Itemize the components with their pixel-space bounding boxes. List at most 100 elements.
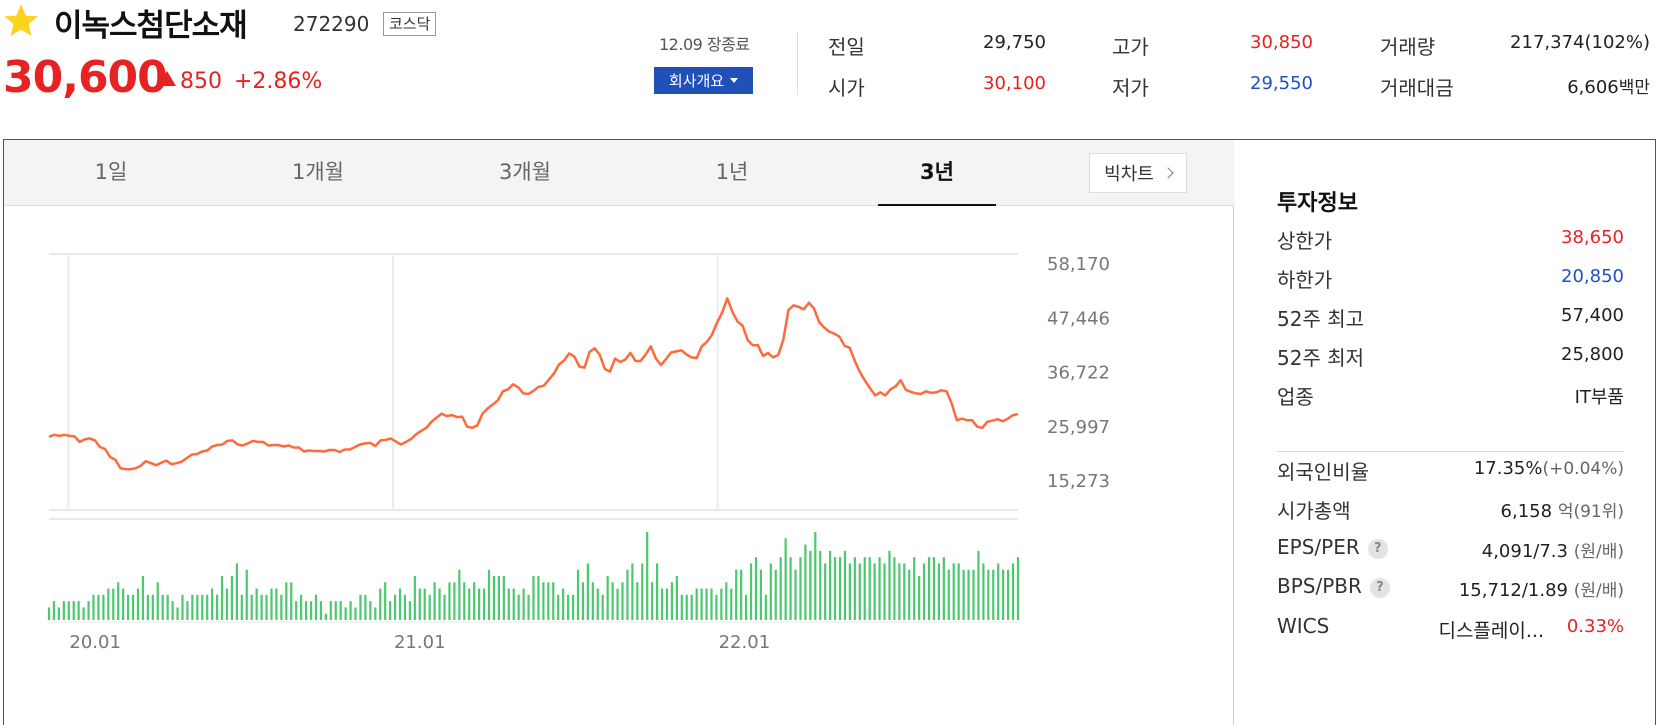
volume-bar [478, 588, 481, 620]
low52-label: 52주 최저 [1277, 346, 1365, 370]
tab-1y[interactable]: 1년 [715, 160, 749, 184]
volume-bar [220, 576, 224, 620]
y-tick-label: 58,170 [1047, 254, 1110, 275]
volume-bar [87, 601, 90, 620]
volume-bar [413, 576, 416, 620]
volume-bar [171, 601, 174, 620]
volume-bar [918, 576, 921, 620]
y-tick-label: 36,722 [1047, 363, 1110, 384]
volume-bar [364, 594, 367, 620]
volume-bar [384, 582, 387, 620]
tab-1d[interactable]: 1일 [94, 160, 128, 184]
volume-bar [522, 588, 525, 620]
volume-bar [136, 588, 140, 620]
volume-bar [126, 594, 130, 620]
volume-bar [329, 601, 332, 620]
volume-bar [888, 550, 891, 620]
chevron-right-icon [1162, 167, 1174, 179]
volume-bar [794, 569, 797, 620]
foreign-change: (+0.04%) [1542, 459, 1624, 479]
volume-bar [57, 607, 60, 620]
bps-pbr-unit: (원/배) [1573, 581, 1624, 601]
volume-bar [1002, 569, 1005, 620]
volume-bar [527, 594, 530, 620]
volume-bar [389, 601, 392, 620]
header-divider [797, 32, 798, 95]
y-tick-label: 15,273 [1047, 471, 1110, 492]
volume-bar [463, 582, 466, 620]
volume-bar [581, 582, 585, 620]
market-status: 12.09 장종료 [659, 35, 750, 54]
volume-bar [250, 594, 253, 620]
volume-bar [601, 594, 604, 620]
volume-bar [789, 557, 792, 620]
volume-bars [47, 532, 1020, 620]
open-label: 시가 [828, 76, 865, 100]
volume-bar [47, 607, 51, 620]
volume-bar [833, 557, 837, 620]
wics-name[interactable]: 디스플레이... [1438, 620, 1544, 642]
tab-3m[interactable]: 3개월 [498, 160, 551, 184]
info-row-lower-limit: 하한가 20,850 [1277, 264, 1624, 294]
volume-bar [611, 582, 614, 620]
volume-bar [359, 594, 362, 620]
eps-per-label: EPS/PER? [1277, 535, 1388, 559]
mktcap-number: 6,158 [1500, 501, 1553, 522]
volume-bar [240, 594, 243, 620]
volume-bar [576, 569, 580, 620]
volume-bar [972, 569, 975, 620]
volume-bar [646, 532, 649, 620]
volume-bar [774, 569, 777, 620]
tab-1m[interactable]: 1개월 [291, 160, 344, 184]
tab-3y[interactable]: 3년 [878, 140, 996, 206]
company-overview-button[interactable]: 회사개요 [654, 67, 753, 94]
sector-value[interactable]: IT부품 [1574, 387, 1624, 408]
favorite-star-icon[interactable] [2, 2, 40, 40]
info-row-bps-pbr: BPS/PBR? 15,712/1.89 (원/배) [1277, 574, 1624, 604]
volume-bar [858, 563, 861, 620]
volume-bar [403, 594, 407, 620]
volume-bar [814, 532, 817, 620]
volume-bar [131, 594, 135, 620]
stock-code: 272290 [293, 12, 370, 36]
volume-bar [117, 582, 120, 620]
x-tick-label: 20.01 [69, 632, 121, 653]
volume-bar [853, 557, 856, 620]
upper-limit-label: 상한가 [1277, 229, 1333, 253]
volume-bar [665, 588, 669, 620]
volume-bar [937, 563, 941, 620]
volume-bar [1016, 557, 1020, 620]
volume-bar [107, 588, 110, 620]
volume-bar [230, 576, 234, 620]
sector-label: 업종 [1277, 385, 1314, 409]
volume-bar [537, 576, 540, 620]
amount-value: 6,606백만 [1567, 73, 1650, 98]
volume-bar [675, 576, 678, 620]
eps-per-number: 4,091/7.3 [1481, 541, 1568, 562]
volume-bar [398, 588, 402, 620]
volume-bar [255, 588, 258, 620]
eps-per-unit: (원/배) [1573, 542, 1624, 562]
volume-bar [309, 601, 313, 620]
volume-label: 거래량 [1380, 35, 1436, 59]
volume-bar [784, 538, 787, 620]
volume-bar [942, 557, 945, 620]
volume-bar [112, 588, 115, 620]
volume-value: 217,374(102%) [1510, 32, 1650, 53]
high52-label: 52주 최고 [1277, 307, 1365, 331]
volume-bar [542, 582, 545, 620]
mktcap-label: 시가총액 [1277, 499, 1351, 523]
low52-value: 25,800 [1561, 344, 1624, 365]
help-icon[interactable]: ? [1367, 539, 1388, 559]
volume-bar [744, 594, 748, 620]
volume-bar [334, 601, 337, 620]
volume-bar [156, 582, 159, 620]
help-icon[interactable]: ? [1369, 578, 1390, 598]
volume-bar [201, 594, 204, 620]
volume-bar [759, 569, 763, 620]
bigchart-button[interactable]: 빅차트 [1089, 153, 1187, 193]
volume-bar [740, 569, 743, 620]
volume-bar [349, 601, 352, 620]
prev-close-label: 전일 [828, 35, 865, 59]
mktcap-unit: 억(91위) [1557, 502, 1624, 522]
